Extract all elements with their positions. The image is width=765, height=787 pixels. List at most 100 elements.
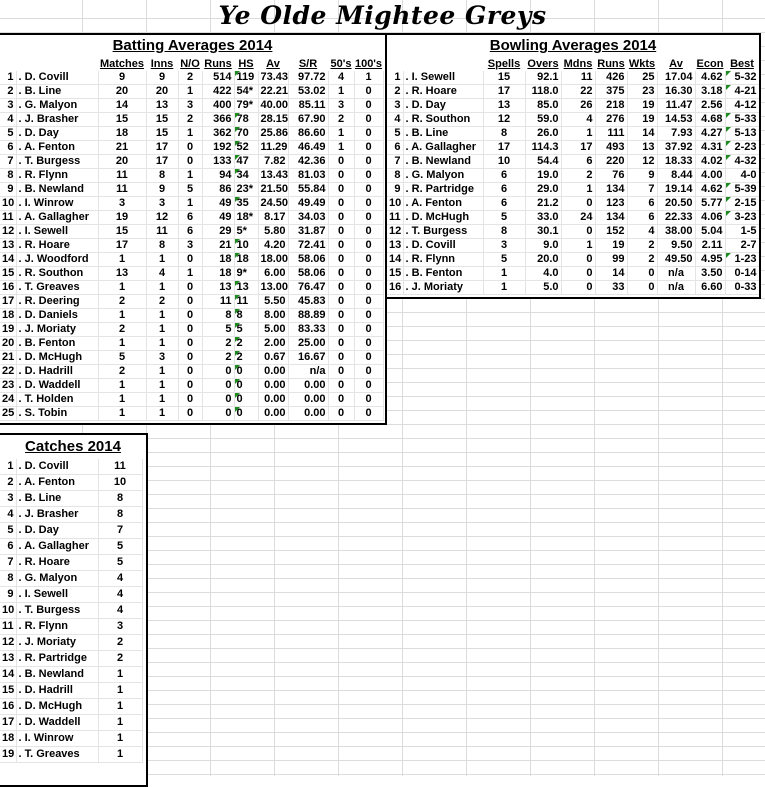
bowling-header-4[interactable]: Wkts [628, 58, 656, 70]
stat-cell[interactable]: 2 [234, 336, 259, 351]
stat-cell[interactable]: 0 [354, 392, 384, 407]
batting-header-7[interactable]: 50's [330, 58, 352, 70]
player-name-cell[interactable]: B. Newland [16, 666, 99, 683]
rank-cell[interactable]: 7 [387, 154, 404, 169]
player-name-cell[interactable]: A. Gallagher [16, 210, 99, 225]
stat-cell[interactable]: 15 [146, 112, 179, 127]
stat-cell[interactable]: 0 [354, 294, 384, 309]
stat-cell[interactable]: 4.20 [258, 238, 289, 253]
stat-cell[interactable]: 0 [328, 336, 355, 351]
rank-cell[interactable]: 13 [0, 238, 17, 253]
stat-cell[interactable]: 0 [328, 266, 355, 281]
stat-cell[interactable]: 11.47 [657, 98, 696, 113]
stat-cell[interactable]: 2 [627, 252, 658, 267]
stat-cell[interactable]: 10 [483, 154, 526, 169]
stat-cell[interactable]: 8.44 [657, 168, 696, 183]
stat-cell[interactable]: 0 [354, 224, 384, 239]
rank-cell[interactable]: 6 [387, 140, 404, 155]
player-name-cell[interactable]: J. Brasher [16, 112, 99, 127]
rank-cell[interactable]: 9 [0, 182, 17, 197]
player-name-cell[interactable]: J. Brasher [16, 506, 99, 523]
stat-cell[interactable]: 16.67 [288, 350, 329, 365]
rank-cell[interactable]: 6 [0, 140, 17, 155]
catches-count-cell[interactable]: 11 [98, 459, 143, 475]
batting-header-1[interactable]: Inns [150, 58, 174, 70]
rank-cell[interactable]: 15 [0, 682, 17, 699]
stat-cell[interactable]: 13 [234, 280, 259, 295]
stat-cell[interactable]: 1 [98, 336, 147, 351]
stat-cell[interactable]: 2 [178, 71, 203, 85]
catches-count-cell[interactable]: 1 [98, 682, 143, 699]
stat-cell[interactable]: 4.06 [695, 210, 726, 225]
stat-cell[interactable]: 6 [627, 196, 658, 211]
stat-cell[interactable]: 0 [354, 126, 384, 141]
player-name-cell[interactable]: D. Covill [16, 459, 99, 475]
player-name-cell[interactable]: B. Line [16, 84, 99, 99]
stat-cell[interactable]: 17.04 [657, 71, 696, 85]
stat-cell[interactable]: 76 [595, 168, 628, 183]
stat-cell[interactable]: 0 [627, 280, 658, 295]
stat-cell[interactable]: 3 [146, 350, 179, 365]
stat-cell[interactable]: 18.33 [657, 154, 696, 169]
player-name-cell[interactable]: G. Malyon [16, 570, 99, 587]
stat-cell[interactable]: 18.00 [258, 252, 289, 267]
player-name-cell[interactable]: G. Malyon [16, 98, 99, 113]
rank-cell[interactable]: 9 [0, 586, 17, 603]
catches-count-cell[interactable]: 8 [98, 506, 143, 523]
stat-cell[interactable]: 12 [146, 210, 179, 225]
stat-cell[interactable]: 14 [98, 98, 147, 113]
rank-cell[interactable]: 1 [387, 71, 404, 85]
player-name-cell[interactable]: D. Waddell [16, 714, 99, 731]
stat-cell[interactable]: 11 [561, 71, 596, 85]
stat-cell[interactable]: 20.50 [657, 196, 696, 211]
stat-cell[interactable]: 12 [627, 154, 658, 169]
stat-cell[interactable]: 0 [202, 364, 235, 379]
stat-cell[interactable]: 6 [483, 196, 526, 211]
stat-cell[interactable]: 0 [627, 266, 658, 281]
stat-cell[interactable]: 12 [483, 112, 526, 127]
stat-cell[interactable]: 111 [595, 126, 628, 141]
stat-cell[interactable]: 5 [483, 252, 526, 267]
stat-cell[interactable]: 0 [328, 196, 355, 211]
catches-count-cell[interactable]: 2 [98, 634, 143, 651]
stat-cell[interactable]: 86 [202, 182, 235, 197]
stat-cell[interactable]: 0 [178, 294, 203, 309]
stat-cell[interactable]: 192 [202, 140, 235, 155]
stat-cell[interactable]: 26 [561, 98, 596, 113]
batting-header-3[interactable]: Runs [204, 58, 232, 70]
rank-cell[interactable]: 19 [0, 322, 17, 337]
stat-cell[interactable]: 8 [483, 224, 526, 239]
stat-cell[interactable]: 4-21 [725, 84, 759, 99]
stat-cell[interactable]: 88.89 [288, 308, 329, 323]
stat-cell[interactable]: 15 [98, 112, 147, 127]
player-name-cell[interactable]: I. Sewell [16, 586, 99, 603]
stat-cell[interactable]: 23* [234, 182, 259, 197]
stat-cell[interactable]: 6.60 [695, 280, 726, 295]
stat-cell[interactable]: 0 [178, 392, 203, 407]
stat-cell[interactable]: 5 [178, 182, 203, 197]
stat-cell[interactable]: 40.00 [258, 98, 289, 113]
stat-cell[interactable]: 33 [595, 280, 628, 295]
stat-cell[interactable]: 3 [146, 196, 179, 211]
stat-cell[interactable]: 11.29 [258, 140, 289, 155]
stat-cell[interactable]: 13 [627, 140, 658, 155]
stat-cell[interactable]: 4-12 [725, 98, 759, 113]
stat-cell[interactable]: 1 [146, 280, 179, 295]
rank-cell[interactable]: 12 [0, 634, 17, 651]
stat-cell[interactable]: 1 [178, 168, 203, 183]
player-name-cell[interactable]: R. Flynn [16, 168, 99, 183]
player-name-cell[interactable]: D. Hadrill [16, 682, 99, 699]
batting-header-4[interactable]: HS [238, 58, 254, 70]
catches-count-cell[interactable]: 3 [98, 618, 143, 635]
catches-count-cell[interactable]: 1 [98, 730, 143, 747]
player-name-cell[interactable]: D. Day [403, 98, 484, 113]
stat-cell[interactable]: 11 [234, 294, 259, 309]
player-name-cell[interactable]: R. Hoare [16, 554, 99, 571]
stat-cell[interactable]: 23 [627, 84, 658, 99]
stat-cell[interactable]: 2 [98, 364, 147, 379]
stat-cell[interactable]: 0-14 [725, 266, 759, 281]
stat-cell[interactable]: 6 [178, 224, 203, 239]
player-name-cell[interactable]: D. Covill [16, 71, 99, 85]
stat-cell[interactable]: 83.33 [288, 322, 329, 337]
rank-cell[interactable]: 7 [0, 154, 17, 169]
